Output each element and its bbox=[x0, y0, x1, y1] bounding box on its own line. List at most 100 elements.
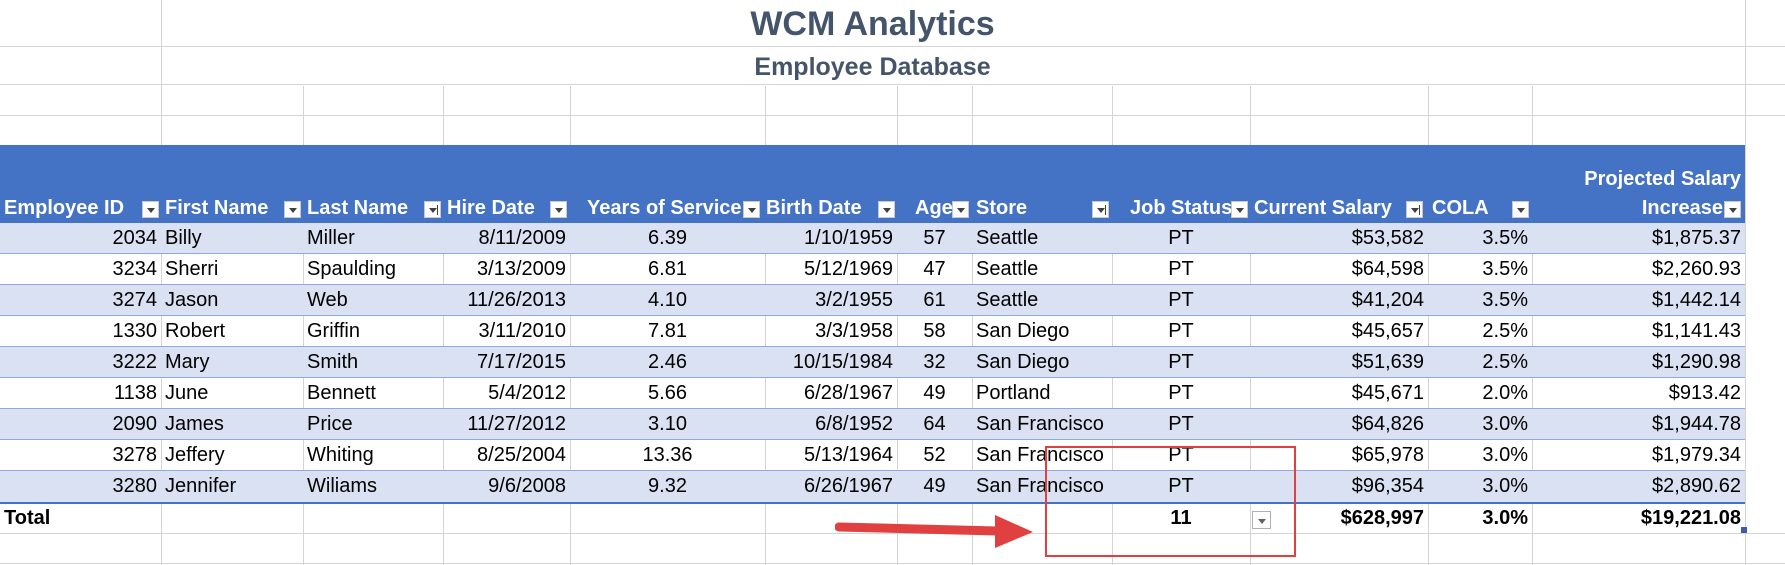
cell-cola[interactable]: 3.0% bbox=[1482, 444, 1528, 466]
cell-current-salary[interactable]: $41,204 bbox=[1351, 289, 1424, 311]
cell-job-status[interactable]: PT bbox=[1168, 289, 1194, 311]
cell-last-name[interactable]: Griffin bbox=[307, 320, 360, 342]
cell-age[interactable]: 47 bbox=[923, 258, 946, 280]
cell-job-status[interactable]: PT bbox=[1168, 413, 1194, 435]
cell-last-name[interactable]: Price bbox=[307, 413, 353, 435]
cell-age[interactable]: 64 bbox=[923, 413, 946, 435]
cell-employee-id[interactable]: 2034 bbox=[112, 227, 158, 249]
total-current-salary[interactable]: $628,997 bbox=[1340, 507, 1424, 529]
cell-projected-increase[interactable]: $1,944.78 bbox=[1652, 413, 1741, 435]
table-resize-handle[interactable] bbox=[1741, 527, 1747, 533]
cell-hire-date[interactable]: 5/4/2012 bbox=[488, 382, 566, 404]
cell-birth-date[interactable]: 10/15/1984 bbox=[792, 351, 893, 373]
cell-current-salary[interactable]: $45,657 bbox=[1351, 320, 1424, 342]
cell-age[interactable]: 49 bbox=[923, 382, 946, 404]
cell-years-of-service[interactable]: 9.32 bbox=[648, 475, 687, 497]
cell-employee-id[interactable]: 3222 bbox=[112, 351, 158, 373]
total-cola[interactable]: 3.0% bbox=[1482, 507, 1528, 529]
cell-first-name[interactable]: Jennifer bbox=[165, 475, 237, 497]
filter-dropdown-projected-salary[interactable] bbox=[1724, 201, 1741, 218]
cell-birth-date[interactable]: 1/10/1959 bbox=[804, 227, 893, 249]
cell-projected-increase[interactable]: $1,290.98 bbox=[1652, 351, 1741, 373]
cell-last-name[interactable]: Whiting bbox=[307, 444, 374, 466]
cell-first-name[interactable]: Jeffery bbox=[165, 444, 225, 466]
cell-first-name[interactable]: June bbox=[165, 382, 209, 404]
cell-projected-increase[interactable]: $2,890.62 bbox=[1652, 475, 1741, 497]
cell-age[interactable]: 52 bbox=[923, 444, 946, 466]
cell-last-name[interactable]: Wiliams bbox=[307, 475, 377, 497]
cell-age[interactable]: 57 bbox=[923, 227, 946, 249]
filter-dropdown-first-name[interactable] bbox=[284, 201, 301, 218]
cell-current-salary[interactable]: $51,639 bbox=[1351, 351, 1424, 373]
cell-store[interactable]: Seattle bbox=[976, 227, 1039, 249]
cell-employee-id[interactable]: 1330 bbox=[112, 320, 158, 342]
sort-dropdown-store[interactable] bbox=[1092, 201, 1109, 218]
cell-job-status[interactable]: PT bbox=[1168, 351, 1194, 373]
cell-age[interactable]: 61 bbox=[923, 289, 946, 311]
cell-job-status[interactable]: PT bbox=[1168, 382, 1194, 404]
cell-hire-date[interactable]: 7/17/2015 bbox=[477, 351, 566, 373]
cell-first-name[interactable]: Mary bbox=[165, 351, 210, 373]
cell-last-name[interactable]: Spaulding bbox=[307, 258, 396, 280]
cell-first-name[interactable]: Jason bbox=[165, 289, 219, 311]
cell-years-of-service[interactable]: 4.10 bbox=[648, 289, 687, 311]
cell-current-salary[interactable]: $45,671 bbox=[1351, 382, 1424, 404]
cell-age[interactable]: 32 bbox=[923, 351, 946, 373]
filter-dropdown-cola[interactable] bbox=[1512, 201, 1529, 218]
cell-store[interactable]: Portland bbox=[976, 382, 1051, 404]
cell-projected-increase[interactable]: $913.42 bbox=[1668, 382, 1741, 404]
cell-hire-date[interactable]: 8/25/2004 bbox=[477, 444, 566, 466]
cell-hire-date[interactable]: 3/13/2009 bbox=[477, 258, 566, 280]
cell-last-name[interactable]: Smith bbox=[307, 351, 359, 373]
cell-birth-date[interactable]: 3/2/1955 bbox=[815, 289, 893, 311]
cell-first-name[interactable]: Robert bbox=[165, 320, 226, 342]
filter-dropdown-employee-id[interactable] bbox=[142, 201, 159, 218]
cell-years-of-service[interactable]: 5.66 bbox=[648, 382, 687, 404]
cell-years-of-service[interactable]: 3.10 bbox=[648, 413, 687, 435]
cell-years-of-service[interactable]: 2.46 bbox=[648, 351, 687, 373]
total-projected-increase[interactable]: $19,221.08 bbox=[1640, 507, 1741, 529]
cell-current-salary[interactable]: $65,978 bbox=[1351, 444, 1424, 466]
cell-projected-increase[interactable]: $1,442.14 bbox=[1652, 289, 1741, 311]
cell-hire-date[interactable]: 3/11/2010 bbox=[478, 320, 567, 342]
filter-dropdown-years-of-service[interactable] bbox=[743, 201, 760, 218]
cell-birth-date[interactable]: 3/3/1958 bbox=[815, 320, 893, 342]
cell-job-status[interactable]: PT bbox=[1168, 227, 1194, 249]
cell-last-name[interactable]: Miller bbox=[307, 227, 355, 249]
cell-cola[interactable]: 3.5% bbox=[1482, 227, 1528, 249]
filter-dropdown-age[interactable] bbox=[952, 201, 969, 218]
cell-store[interactable]: Seattle bbox=[976, 289, 1039, 311]
cell-first-name[interactable]: James bbox=[165, 413, 224, 435]
cell-cola[interactable]: 3.5% bbox=[1482, 258, 1528, 280]
cell-job-status[interactable]: PT bbox=[1168, 475, 1194, 497]
cell-store[interactable]: San Diego bbox=[976, 320, 1070, 342]
cell-employee-id[interactable]: 3274 bbox=[112, 289, 158, 311]
cell-cola[interactable]: 3.5% bbox=[1482, 289, 1528, 311]
cell-age[interactable]: 49 bbox=[923, 475, 946, 497]
cell-hire-date[interactable]: 11/27/2012 bbox=[467, 413, 566, 435]
cell-current-salary[interactable]: $53,582 bbox=[1351, 227, 1424, 249]
cell-birth-date[interactable]: 6/26/1967 bbox=[804, 475, 893, 497]
cell-birth-date[interactable]: 6/8/1952 bbox=[815, 413, 893, 435]
cell-current-salary[interactable]: $64,598 bbox=[1351, 258, 1424, 280]
cell-cola[interactable]: 3.0% bbox=[1482, 413, 1528, 435]
cell-projected-increase[interactable]: $2,260.93 bbox=[1652, 258, 1741, 280]
cell-store[interactable]: San Francisco bbox=[976, 444, 1104, 466]
cell-projected-increase[interactable]: $1,979.34 bbox=[1652, 444, 1741, 466]
cell-first-name[interactable]: Billy bbox=[165, 227, 202, 249]
cell-years-of-service[interactable]: 13.36 bbox=[642, 444, 693, 466]
cell-hire-date[interactable]: 9/6/2008 bbox=[488, 475, 566, 497]
cell-employee-id[interactable]: 3278 bbox=[112, 444, 158, 466]
cell-job-status[interactable]: PT bbox=[1168, 258, 1194, 280]
cell-store[interactable]: Seattle bbox=[976, 258, 1039, 280]
cell-first-name[interactable]: Sherri bbox=[165, 258, 219, 280]
total-label[interactable]: Total bbox=[4, 507, 51, 529]
cell-birth-date[interactable]: 5/13/1964 bbox=[804, 444, 893, 466]
cell-current-salary[interactable]: $64,826 bbox=[1351, 413, 1424, 435]
cell-job-status[interactable]: PT bbox=[1168, 444, 1194, 466]
cell-employee-id[interactable]: 2090 bbox=[112, 413, 158, 435]
filter-applied-dropdown-job-status[interactable] bbox=[1231, 201, 1248, 218]
cell-job-status[interactable]: PT bbox=[1168, 320, 1194, 342]
cell-current-salary[interactable]: $96,354 bbox=[1351, 475, 1424, 497]
sort-dropdown-last-name[interactable] bbox=[424, 201, 441, 218]
